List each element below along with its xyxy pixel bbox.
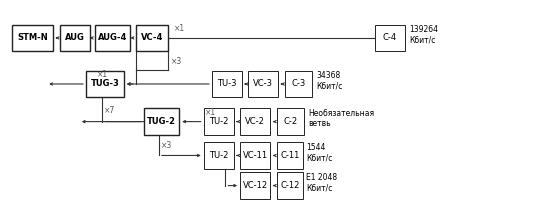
Text: ×7: ×7 (104, 106, 115, 115)
Text: C-12: C-12 (280, 181, 300, 190)
Text: TUG-2: TUG-2 (147, 117, 176, 126)
Text: VC-3: VC-3 (253, 80, 273, 89)
Text: C-2: C-2 (284, 117, 297, 126)
FancyBboxPatch shape (277, 142, 303, 169)
FancyBboxPatch shape (240, 142, 270, 169)
Text: 139264
Кбит/с: 139264 Кбит/с (409, 25, 438, 45)
Text: ×1: ×1 (174, 24, 185, 33)
FancyBboxPatch shape (240, 108, 270, 135)
FancyBboxPatch shape (277, 172, 303, 199)
Text: VC-2: VC-2 (245, 117, 265, 126)
FancyBboxPatch shape (204, 108, 234, 135)
Text: ×1: ×1 (97, 70, 108, 79)
FancyBboxPatch shape (375, 25, 404, 51)
FancyBboxPatch shape (12, 25, 53, 51)
FancyBboxPatch shape (86, 71, 124, 97)
Text: ×3: ×3 (171, 57, 182, 66)
Text: Необязательная
ветвь: Необязательная ветвь (309, 109, 375, 129)
Text: ×1: ×1 (206, 108, 217, 117)
FancyBboxPatch shape (212, 71, 242, 97)
FancyBboxPatch shape (144, 108, 179, 135)
FancyBboxPatch shape (60, 25, 90, 51)
Text: AUG: AUG (65, 33, 85, 42)
FancyBboxPatch shape (277, 108, 304, 135)
Text: TUG-3: TUG-3 (90, 80, 119, 89)
FancyBboxPatch shape (95, 25, 130, 51)
FancyBboxPatch shape (240, 172, 270, 199)
Text: TU-2: TU-2 (209, 151, 228, 160)
Text: STM-N: STM-N (17, 33, 48, 42)
Text: 34368
Кбит/с: 34368 Кбит/с (316, 71, 342, 91)
Text: ×3: ×3 (161, 141, 172, 150)
Text: AUG-4: AUG-4 (98, 33, 127, 42)
Text: 1544
Кбит/с: 1544 Кбит/с (306, 143, 333, 162)
Text: C-4: C-4 (383, 33, 397, 42)
Text: VC-4: VC-4 (141, 33, 163, 42)
Text: VC-11: VC-11 (243, 151, 268, 160)
FancyBboxPatch shape (204, 142, 234, 169)
FancyBboxPatch shape (248, 71, 278, 97)
Text: TU-2: TU-2 (209, 117, 228, 126)
FancyBboxPatch shape (136, 25, 168, 51)
Text: C-11: C-11 (280, 151, 300, 160)
FancyBboxPatch shape (285, 71, 312, 97)
Text: C-3: C-3 (291, 80, 305, 89)
Text: Е1 2048
Кбит/с: Е1 2048 Кбит/с (306, 173, 337, 192)
Text: VC-12: VC-12 (243, 181, 268, 190)
Text: TU-3: TU-3 (217, 80, 237, 89)
